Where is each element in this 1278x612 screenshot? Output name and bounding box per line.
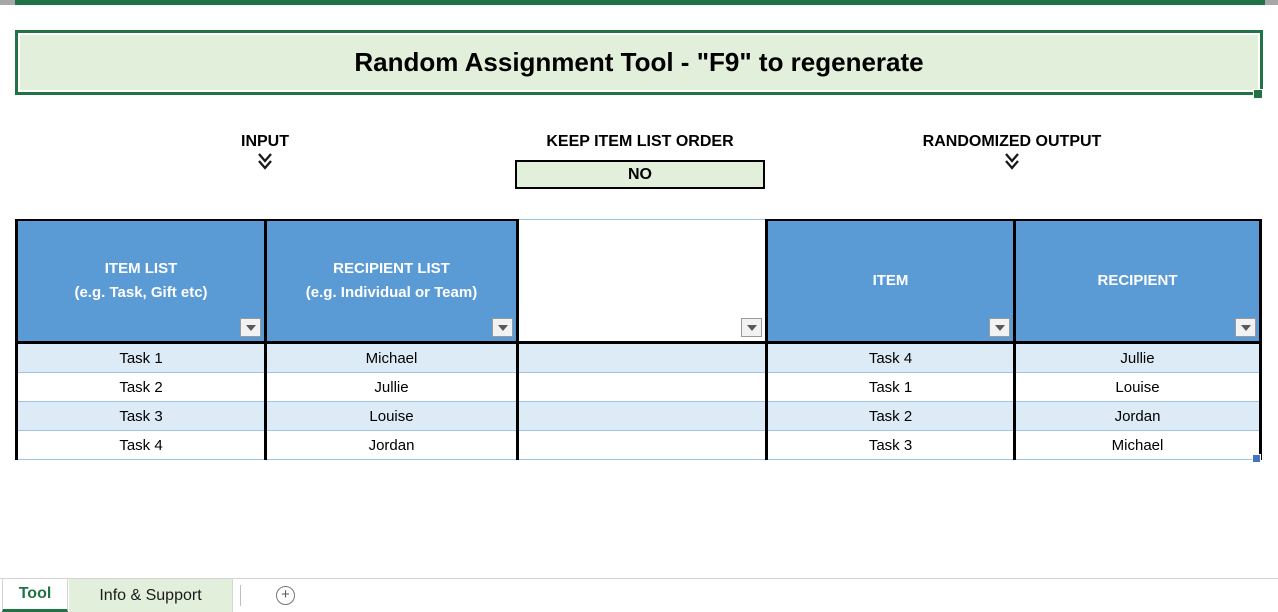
window-top-strip	[0, 0, 1278, 5]
cell-spacer[interactable]	[519, 373, 765, 402]
header-output-recipient-label: RECIPIENT	[1097, 272, 1178, 289]
keep-order-section-label: KEEP ITEM LIST ORDER	[546, 133, 734, 150]
double-chevron-down-icon	[245, 153, 285, 170]
output-section-label: RANDOMIZED OUTPUT	[922, 133, 1102, 150]
column-output-recipient: RECIPIENT Jullie Louise Jordan Michael	[1013, 219, 1262, 460]
keep-order-value: NO	[628, 165, 652, 183]
filter-triangle-icon	[245, 324, 256, 331]
cell-output-item[interactable]: Task 4	[768, 344, 1013, 373]
column-item-list: ITEM LIST (e.g. Task, Gift etc) Task 1 T…	[15, 219, 264, 460]
sheet-tab-bar: Tool Info & Support +	[0, 579, 1278, 612]
cell-recipient-list[interactable]: Michael	[267, 344, 516, 373]
table-resize-handle[interactable]	[1252, 454, 1261, 463]
column-spacer	[516, 219, 765, 460]
cell-item-list[interactable]: Task 3	[18, 402, 264, 431]
header-recipient-list-line1: RECIPIENT LIST	[333, 260, 450, 277]
filter-dropdown-button[interactable]	[492, 318, 513, 337]
excel-green-strip	[15, 0, 1265, 5]
header-output-item-label: ITEM	[872, 272, 909, 289]
header-output-recipient: RECIPIENT	[1016, 219, 1259, 344]
filter-triangle-icon	[497, 324, 508, 331]
double-chevron-down-icon	[992, 153, 1032, 170]
sheet-tab-tool[interactable]: Tool	[2, 579, 68, 612]
cell-spacer[interactable]	[519, 402, 765, 431]
filter-triangle-icon	[746, 324, 757, 331]
filter-dropdown-button[interactable]	[240, 318, 261, 337]
title-banner[interactable]: Random Assignment Tool - "F9" to regener…	[15, 30, 1263, 95]
page-title: Random Assignment Tool - "F9" to regener…	[354, 47, 924, 77]
cell-spacer[interactable]	[519, 344, 765, 373]
keep-order-value-cell[interactable]: NO	[515, 160, 765, 189]
title-banner-fill: Random Assignment Tool - "F9" to regener…	[20, 35, 1258, 90]
cell-output-recipient[interactable]: Louise	[1016, 373, 1259, 402]
header-recipient-list: RECIPIENT LIST (e.g. Individual or Team)	[267, 219, 516, 344]
cell-output-item[interactable]: Task 2	[768, 402, 1013, 431]
selection-fill-handle[interactable]	[1253, 89, 1263, 99]
cell-output-item[interactable]: Task 1	[768, 373, 1013, 402]
cell-output-recipient[interactable]: Jordan	[1016, 402, 1259, 431]
filter-triangle-icon	[1240, 324, 1251, 331]
cell-recipient-list[interactable]: Jullie	[267, 373, 516, 402]
cell-output-recipient[interactable]: Michael	[1016, 431, 1259, 460]
new-sheet-button[interactable]: +	[276, 586, 295, 605]
cell-recipient-list[interactable]: Jordan	[267, 431, 516, 460]
header-item-list-line1: ITEM LIST	[104, 260, 178, 277]
filter-triangle-icon	[994, 324, 1005, 331]
tabbar-divider	[0, 578, 1278, 579]
header-output-item: ITEM	[768, 219, 1013, 344]
header-item-list-line2: (e.g. Task, Gift etc)	[74, 284, 208, 301]
tab-separator	[240, 585, 241, 606]
header-item-list: ITEM LIST (e.g. Task, Gift etc)	[18, 219, 264, 344]
filter-dropdown-button[interactable]	[1235, 318, 1256, 337]
filter-dropdown-button[interactable]	[989, 318, 1010, 337]
column-recipient-list: RECIPIENT LIST (e.g. Individual or Team)…	[264, 219, 516, 460]
column-output-item: ITEM Task 4 Task 1 Task 2 Task 3	[765, 219, 1013, 460]
cell-recipient-list[interactable]: Louise	[267, 402, 516, 431]
input-section-label: INPUT	[241, 133, 289, 150]
cell-output-item[interactable]: Task 3	[768, 431, 1013, 460]
cell-item-list[interactable]: Task 4	[18, 431, 264, 460]
header-recipient-list-line2: (e.g. Individual or Team)	[305, 284, 478, 301]
sheet-tab-info-support[interactable]: Info & Support	[69, 579, 233, 612]
header-spacer	[519, 219, 765, 344]
filter-dropdown-button[interactable]	[741, 318, 762, 337]
cell-item-list[interactable]: Task 2	[18, 373, 264, 402]
cell-spacer[interactable]	[519, 431, 765, 460]
cell-output-recipient[interactable]: Jullie	[1016, 344, 1259, 373]
cell-item-list[interactable]: Task 1	[18, 344, 264, 373]
